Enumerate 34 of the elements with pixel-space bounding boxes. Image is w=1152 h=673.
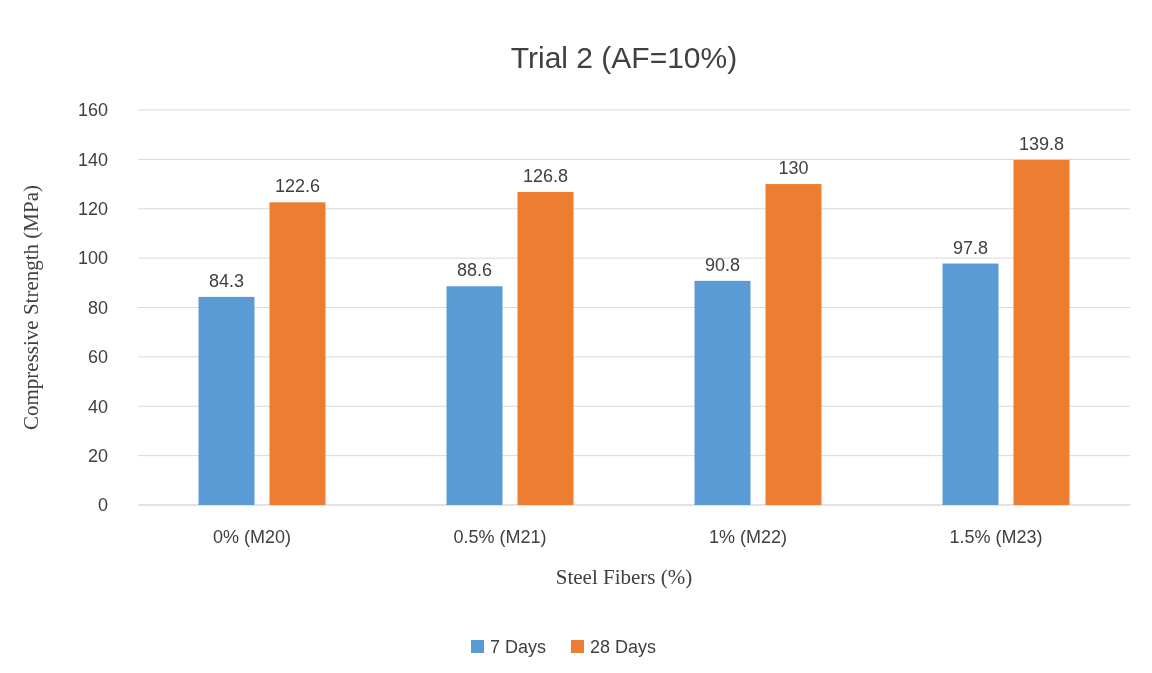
data-label: 130 [778, 158, 809, 179]
bar [446, 286, 503, 505]
bar [765, 184, 822, 505]
data-label: 97.8 [952, 237, 989, 258]
data-label: 88.6 [456, 260, 493, 281]
bar [942, 263, 999, 505]
y-tick-label: 120 [77, 199, 108, 220]
chart-title: Trial 2 (AF=10%) [510, 41, 738, 74]
data-label: 90.8 [704, 254, 741, 275]
y-tick-label: 20 [87, 445, 108, 466]
y-tick-label: 40 [87, 396, 108, 417]
y-tick-label: 60 [87, 347, 108, 368]
y-tick-label: 0 [97, 495, 108, 516]
bar [517, 191, 574, 505]
y-tick-label: 80 [87, 297, 108, 318]
y-tick-label: 100 [77, 248, 108, 269]
bar [1013, 159, 1070, 505]
data-label: 122.6 [274, 176, 321, 197]
x-tick-label: 0.5% (M21) [453, 527, 547, 547]
x-tick-label: 0% (M20) [212, 527, 292, 547]
y-tick-label: 140 [77, 149, 108, 170]
x-tick-label: 1.5% (M23) [949, 527, 1043, 547]
legend-label: 7 Days [490, 637, 547, 658]
y-tick-label: 160 [77, 100, 108, 121]
data-label: 139.8 [1018, 133, 1065, 154]
data-label: 126.8 [522, 165, 569, 186]
x-axis-title: Steel Fibers (%) [555, 565, 693, 589]
data-label: 84.3 [208, 270, 245, 291]
y-axis-title: Compressive Strength (MPa) [19, 185, 43, 430]
bar [269, 202, 326, 505]
bar [198, 296, 255, 505]
legend-label: 28 Days [590, 637, 657, 658]
x-tick-label: 1% (M22) [708, 527, 788, 547]
bar [694, 280, 751, 505]
